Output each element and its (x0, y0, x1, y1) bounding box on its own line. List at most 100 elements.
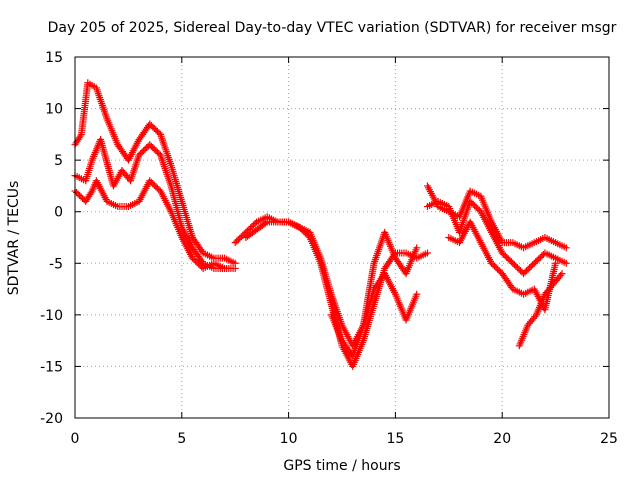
series-track-j (515, 270, 566, 350)
y-tick-label: -15 (40, 359, 63, 375)
data-point (531, 313, 539, 321)
data-point (489, 261, 497, 269)
data-point (562, 244, 570, 252)
data-point (250, 221, 258, 229)
data-point (515, 265, 523, 273)
axis-ticks: 0 5 10 15 20 25 -20 -15 -10 -5 0 5 10 15 (40, 50, 618, 447)
data-point (138, 148, 146, 156)
data-point (262, 219, 270, 227)
data-point (491, 262, 499, 270)
data-point (557, 271, 565, 279)
data-point (192, 257, 200, 265)
grid (75, 57, 609, 418)
data-point (469, 200, 477, 208)
data-point (532, 258, 540, 266)
data-point (248, 222, 256, 230)
data-point (146, 141, 154, 149)
data-point (529, 261, 537, 269)
data-point (141, 145, 149, 153)
data-point (77, 193, 85, 201)
data-points (71, 79, 570, 370)
data-point (472, 203, 480, 211)
series-track-g (423, 182, 570, 252)
data-point (507, 258, 515, 266)
data-point (149, 123, 157, 131)
data-point (526, 264, 534, 272)
data-point (152, 183, 160, 191)
data-point (413, 244, 421, 252)
y-axis-label: SDTVAR / TECUs (6, 181, 22, 296)
data-point (535, 255, 543, 263)
data-point (231, 264, 239, 272)
data-point (152, 126, 160, 134)
data-point (558, 270, 566, 278)
y-tick-label: -5 (49, 256, 63, 272)
data-point (143, 144, 151, 152)
data-point (468, 199, 476, 207)
data-point (492, 264, 500, 272)
y-tick-label: 5 (54, 153, 63, 169)
data-point (135, 151, 143, 159)
data-point (237, 233, 245, 241)
series-track-f (327, 228, 421, 360)
data-point (524, 265, 532, 273)
data-point (501, 252, 509, 260)
data-point (221, 264, 229, 272)
data-point (76, 192, 84, 200)
data-point (536, 253, 544, 261)
data-point (193, 259, 201, 267)
data-point (149, 180, 157, 188)
data-point (474, 205, 482, 213)
data-point (147, 142, 155, 150)
series-track-h (423, 197, 570, 278)
data-point (246, 224, 254, 232)
x-tick-label: 25 (600, 431, 618, 447)
x-axis-label: GPS time / hours (283, 458, 400, 474)
data-point (153, 127, 161, 135)
data-point (196, 261, 204, 269)
x-tick-label: 20 (493, 431, 511, 447)
plot-frame (74, 56, 610, 419)
data-point (530, 259, 538, 267)
x-tick-label: 15 (386, 431, 404, 447)
data-point (500, 250, 508, 258)
data-point (471, 202, 479, 210)
data-point (251, 220, 259, 228)
data-point (503, 253, 511, 261)
data-point (150, 145, 158, 153)
chart-title: Day 205 of 2025, Sidereal Day-to-day VTE… (48, 20, 617, 36)
data-point (146, 177, 154, 185)
data-point (520, 270, 528, 278)
data-point (538, 252, 546, 260)
data-point (533, 256, 541, 264)
data-point (140, 147, 148, 155)
data-point (234, 236, 242, 244)
data-point (488, 259, 496, 267)
data-point (517, 267, 525, 275)
data-point (76, 132, 84, 140)
data-point (188, 254, 196, 262)
data-point (504, 255, 512, 263)
data-point (87, 189, 95, 197)
data-point (149, 144, 157, 152)
data-point (552, 259, 560, 267)
data-point (190, 256, 198, 264)
data-point (509, 259, 517, 267)
data-point (466, 197, 474, 205)
data-point (236, 234, 244, 242)
y-tick-label: -10 (40, 308, 63, 324)
data-point (498, 249, 506, 257)
data-point (513, 264, 521, 272)
series-track-i (445, 218, 560, 314)
y-tick-label: 0 (54, 205, 63, 221)
data-point (153, 148, 161, 156)
series-track-e (242, 218, 421, 350)
data-point (195, 260, 203, 268)
data-point (494, 265, 502, 273)
data-point (150, 124, 158, 132)
data-point (147, 178, 155, 186)
data-point (512, 262, 520, 270)
data-point (510, 261, 518, 269)
data-point (562, 259, 570, 267)
